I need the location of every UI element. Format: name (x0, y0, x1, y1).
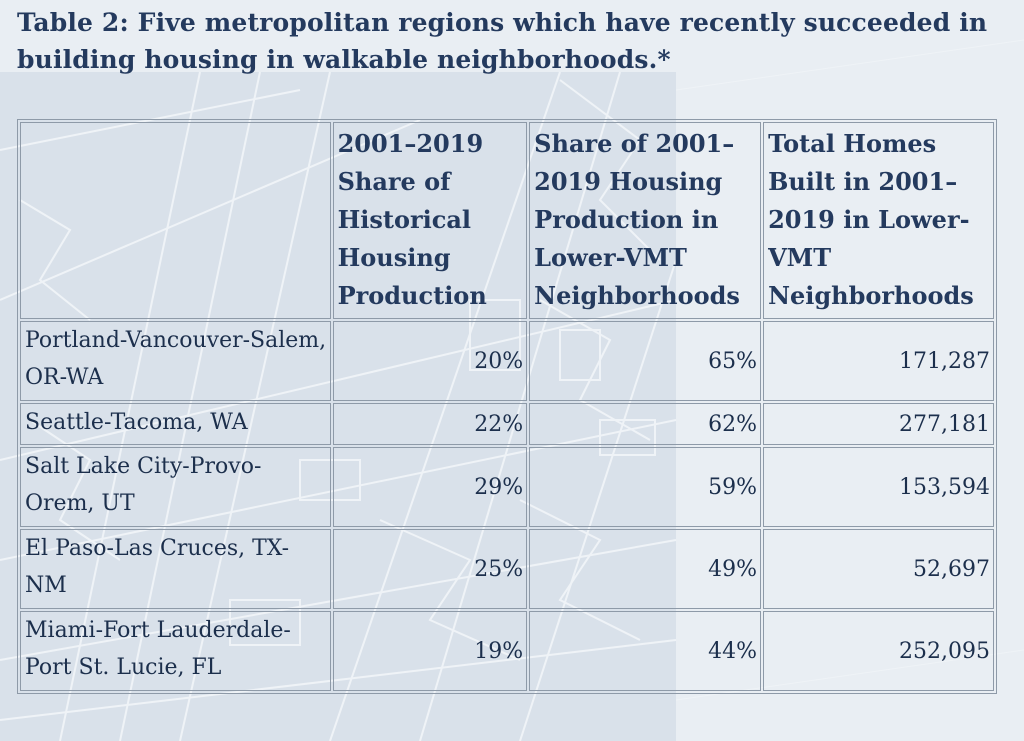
share-historical-cell: 25% (332, 529, 528, 609)
region-cell: Seattle-Tacoma, WA (20, 403, 331, 445)
share-lower-vmt-cell: 49% (529, 529, 762, 609)
total-homes-cell: 153,594 (763, 447, 994, 527)
total-homes-cell: 252,095 (763, 611, 994, 691)
header-share-lower-vmt: Share of 2001– 2019 Housing Production i… (529, 122, 762, 319)
total-homes-cell: 52,697 (763, 529, 994, 609)
table-row: Portland-Vancouver-Salem, OR-WA 20% 65% … (20, 321, 994, 401)
region-cell: Portland-Vancouver-Salem, OR-WA (20, 321, 331, 401)
header-share-historical: 2001–2019 Share of Historical Housing Pr… (332, 122, 528, 319)
header-total-homes: Total Homes Built in 2001– 2019 in Lower… (763, 122, 994, 319)
total-homes-cell: 171,287 (763, 321, 994, 401)
share-lower-vmt-cell: 65% (529, 321, 762, 401)
table-row: Salt Lake City-Provo-Orem, UT 29% 59% 15… (20, 447, 994, 527)
total-homes-cell: 277,181 (763, 403, 994, 445)
table-row: Seattle-Tacoma, WA 22% 62% 277,181 (20, 403, 994, 445)
data-table-container: 2001–2019 Share of Historical Housing Pr… (17, 119, 997, 694)
share-historical-cell: 29% (332, 447, 528, 527)
region-cell: El Paso-Las Cruces, TX-NM (20, 529, 331, 609)
share-historical-cell: 22% (332, 403, 528, 445)
region-cell: Miami-Fort Lauderdale-Port St. Lucie, FL (20, 611, 331, 691)
share-lower-vmt-cell: 62% (529, 403, 762, 445)
table-row: El Paso-Las Cruces, TX-NM 25% 49% 52,697 (20, 529, 994, 609)
header-region (20, 122, 331, 319)
table-header-row: 2001–2019 Share of Historical Housing Pr… (20, 122, 994, 319)
metro-regions-table: 2001–2019 Share of Historical Housing Pr… (17, 119, 997, 694)
table-title: Table 2: Five metropolitan regions which… (17, 8, 988, 74)
share-lower-vmt-cell: 44% (529, 611, 762, 691)
share-historical-cell: 20% (332, 321, 528, 401)
share-lower-vmt-cell: 59% (529, 447, 762, 527)
region-cell: Salt Lake City-Provo-Orem, UT (20, 447, 331, 527)
table-row: Miami-Fort Lauderdale-Port St. Lucie, FL… (20, 611, 994, 691)
share-historical-cell: 19% (332, 611, 528, 691)
